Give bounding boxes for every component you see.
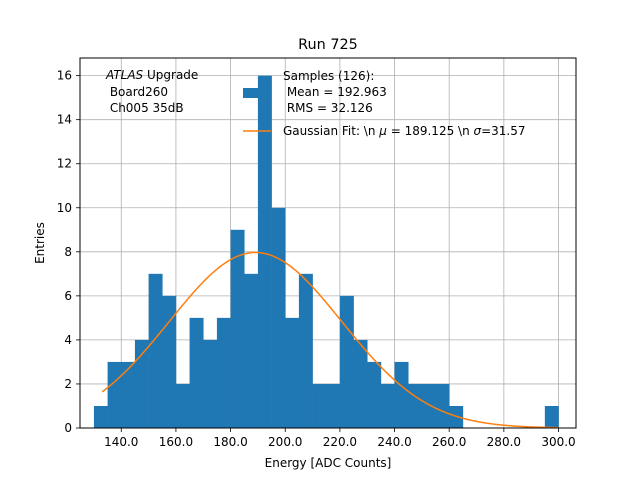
histogram-bar bbox=[408, 383, 423, 428]
y-tick-label: 8 bbox=[64, 245, 72, 259]
histogram-bar bbox=[326, 383, 341, 428]
legend-fit-sigma: σ bbox=[474, 124, 482, 138]
histogram-bar bbox=[339, 295, 354, 428]
y-tick-label: 0 bbox=[64, 421, 72, 435]
histogram-bar bbox=[148, 273, 163, 428]
histogram-bar bbox=[216, 317, 231, 428]
legend-hist-label-2: Mean = 192.963 bbox=[283, 85, 387, 99]
annotation-board: Board260 bbox=[106, 85, 168, 99]
legend-fit-mu: μ bbox=[378, 124, 387, 138]
legend-fit-prefix: Gaussian Fit: \n bbox=[283, 124, 379, 138]
histogram-bar bbox=[162, 295, 177, 428]
x-tick-label: 300.0 bbox=[541, 435, 575, 449]
x-tick-label: 140.0 bbox=[104, 435, 138, 449]
y-tick-label: 10 bbox=[57, 201, 72, 215]
histogram-bar bbox=[257, 75, 272, 428]
histogram-bar bbox=[421, 383, 436, 428]
y-tick-label: 16 bbox=[57, 69, 72, 83]
x-tick-label: 200.0 bbox=[268, 435, 302, 449]
histogram-bar bbox=[107, 361, 122, 428]
annotation-channel: Ch005 35dB bbox=[106, 101, 184, 115]
histogram-bar bbox=[244, 273, 259, 428]
histogram-bar bbox=[121, 361, 136, 428]
y-tick-label: 14 bbox=[57, 113, 72, 127]
histogram-bar bbox=[544, 405, 559, 428]
histogram-bar bbox=[189, 317, 204, 428]
histogram-bar bbox=[271, 207, 286, 428]
x-tick-label: 240.0 bbox=[377, 435, 411, 449]
legend-hist-swatch bbox=[243, 88, 271, 98]
x-tick-label: 160.0 bbox=[159, 435, 193, 449]
atlas-annotation: ATLAS Upgrade Board260 Ch005 35dB bbox=[105, 68, 198, 115]
legend-hist-label-3: RMS = 32.126 bbox=[283, 101, 373, 115]
x-tick-label: 280.0 bbox=[487, 435, 521, 449]
histogram-bar bbox=[312, 383, 327, 428]
histogram-bar bbox=[353, 339, 368, 428]
histogram-bar bbox=[298, 273, 313, 428]
histogram-bar bbox=[134, 339, 149, 428]
x-axis-ticks: 140.0 160.0 180.0 200.0 220.0 240.0 260.0 280.0… bbox=[104, 428, 576, 449]
annotation-upgrade: Upgrade bbox=[143, 68, 198, 82]
histogram-bar bbox=[285, 317, 300, 428]
x-tick-label: 220.0 bbox=[323, 435, 357, 449]
histogram-bar bbox=[203, 339, 218, 428]
legend: Samples (126): Mean = 192.963 RMS = 32.1… bbox=[243, 69, 526, 138]
y-tick-label: 6 bbox=[64, 289, 72, 303]
histogram-bar bbox=[380, 383, 395, 428]
x-tick-label: 180.0 bbox=[213, 435, 247, 449]
legend-fit-mid: = 189.125 \n bbox=[387, 124, 474, 138]
histogram-bar bbox=[394, 361, 409, 428]
chart-title: Run 725 bbox=[298, 37, 358, 53]
histogram-bar bbox=[93, 405, 108, 428]
x-axis-label: Energy [ADC Counts] bbox=[265, 456, 392, 470]
plot-frame bbox=[79, 57, 577, 429]
x-tick-label: 260.0 bbox=[432, 435, 466, 449]
y-tick-label: 2 bbox=[64, 377, 72, 391]
legend-fit-suffix: =31.57 bbox=[481, 124, 525, 138]
histogram-bar bbox=[175, 383, 190, 428]
y-tick-label: 4 bbox=[64, 333, 72, 347]
legend-fit-label: Gaussian Fit: \n μ = 189.125 \n σ=31.57 bbox=[283, 124, 526, 138]
legend-hist-label-1: Samples (126): bbox=[283, 69, 374, 83]
histogram-bar bbox=[230, 229, 245, 428]
y-axis-ticks: 0 2 4 6 8 10 12 14 16 bbox=[57, 69, 80, 435]
histogram-bar bbox=[435, 383, 450, 428]
histogram-bars bbox=[93, 75, 559, 428]
gaussian-fit-curve bbox=[101, 251, 559, 429]
histogram-bar bbox=[367, 361, 382, 428]
annotation-line-1: ATLAS Upgrade bbox=[105, 68, 198, 82]
y-tick-label: 12 bbox=[57, 157, 72, 171]
y-axis-label: Entries bbox=[33, 222, 47, 264]
annotation-atlas: ATLAS bbox=[105, 68, 144, 82]
